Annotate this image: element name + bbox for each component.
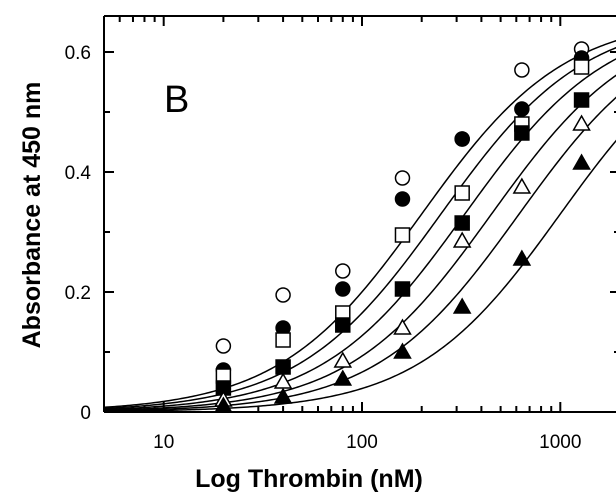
open-square-point [573,59,590,75]
open-triangle-point [452,231,472,248]
x-tick-label: 10 [153,432,174,453]
panel-label: B [164,79,189,121]
filled-triangle-point [273,387,293,404]
filled-circle-point [335,281,351,297]
open-circle-point [335,263,351,279]
open-triangle-point [333,351,353,368]
filled-triangle-point [214,396,233,413]
x-axis-title: Log Thrombin (nM) [195,465,423,493]
filled-triangle-point [393,342,412,359]
filled-triangle-point [452,297,472,314]
fit-curve [103,46,616,410]
x-tick-label: 100 [346,432,378,453]
y-axis-title: Absorbance at 450 nm [18,82,46,349]
fit-curve [103,58,616,411]
open-triangle-point [393,318,412,335]
filled-square-point [514,125,530,141]
open-square-point [275,332,291,348]
filled-square-point [394,281,411,297]
filled-triangle-point [572,153,591,170]
fit-curve [103,39,616,409]
open-triangle-point [572,114,591,131]
y-tick-label: 0.6 [65,43,91,64]
y-axis-ticks: 0 0.2 0.4 0.6 [65,43,616,424]
open-circle-point [275,287,291,303]
filled-square-point [275,359,291,375]
filled-triangle-point [333,369,353,386]
fit-curve [103,74,616,411]
filled-circle-point [454,131,470,147]
open-square-point [394,227,411,243]
y-tick-label: 0.4 [65,163,92,184]
fit-curve [103,139,616,413]
filled-square-point [573,92,590,108]
filled-square-point [454,215,470,231]
filled-triangle-point [512,249,532,266]
x-tick-label: 1000 [539,432,581,453]
filled-circle-point [394,191,411,207]
open-circle-point [514,62,530,78]
plot-frame [103,15,616,413]
filled-square-point [335,317,351,333]
data-points [214,41,591,413]
fit-curves [103,39,616,413]
filled-circle-point [514,101,530,117]
y-tick-label: 0.2 [65,283,91,304]
open-circle-point [215,338,232,354]
open-triangle-point [512,177,532,194]
y-tick-label: 0 [80,403,91,424]
fit-curve [103,96,616,412]
open-square-point [454,185,470,201]
open-circle-point [394,170,411,186]
